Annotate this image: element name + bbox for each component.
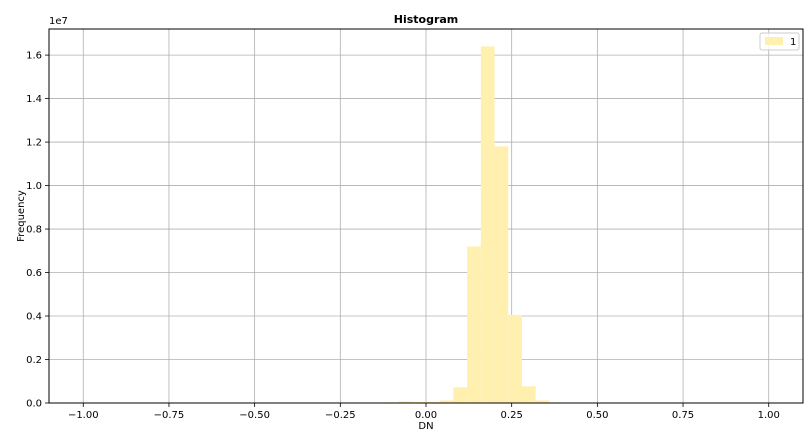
histogram-bar xyxy=(521,386,536,403)
x-tick-label: −1.00 xyxy=(68,410,99,421)
legend: 1 xyxy=(759,32,800,51)
y-tick-label: 1.2 xyxy=(26,138,42,149)
x-tick-label: 0.25 xyxy=(501,410,523,421)
histogram-bar xyxy=(467,246,481,403)
histogram-bar xyxy=(535,400,550,403)
bars xyxy=(384,46,564,403)
x-tick-label: −0.75 xyxy=(154,410,185,421)
y-tick-label: 0.2 xyxy=(26,355,42,366)
y-tick-label: 1.6 xyxy=(26,51,42,62)
legend-label: 1 xyxy=(790,37,796,48)
y-tick-label: 0.4 xyxy=(26,312,42,323)
y-tick-label: 0.8 xyxy=(26,225,42,236)
x-axis-label: DN xyxy=(418,421,433,432)
x-tick-label: −0.25 xyxy=(325,410,356,421)
y-tick-label: 0.6 xyxy=(26,268,42,279)
y-tick-label: 0.0 xyxy=(26,399,42,410)
x-tick-label: 1.00 xyxy=(758,410,780,421)
histogram-bar xyxy=(494,146,509,403)
y-tick-label: 1.4 xyxy=(26,94,42,105)
chart-title: Histogram xyxy=(394,13,459,26)
histogram-bar xyxy=(412,401,426,403)
y-tick-label: 1.0 xyxy=(26,181,42,192)
x-tick-label: −0.50 xyxy=(239,410,270,421)
x-tick-label: 0.50 xyxy=(586,410,608,421)
histogram-bar xyxy=(398,401,413,403)
histogram-bar xyxy=(453,387,468,403)
y-scale-offset: 1e7 xyxy=(49,16,68,27)
y-axis-label: Frequency xyxy=(16,190,27,242)
histogram-bar xyxy=(439,400,454,403)
x-tick-label: 0.00 xyxy=(415,410,437,421)
histogram-bar xyxy=(426,401,440,403)
legend-swatch xyxy=(765,37,783,45)
x-tick-label: 0.75 xyxy=(672,410,694,421)
grid xyxy=(49,29,803,404)
ticks: −1.00 −0.75 −0.50 −0.25 0.00 0.25 0.50 0.75 1.00… xyxy=(26,51,780,421)
histogram-bar xyxy=(508,314,522,403)
histogram-bar xyxy=(480,46,495,403)
